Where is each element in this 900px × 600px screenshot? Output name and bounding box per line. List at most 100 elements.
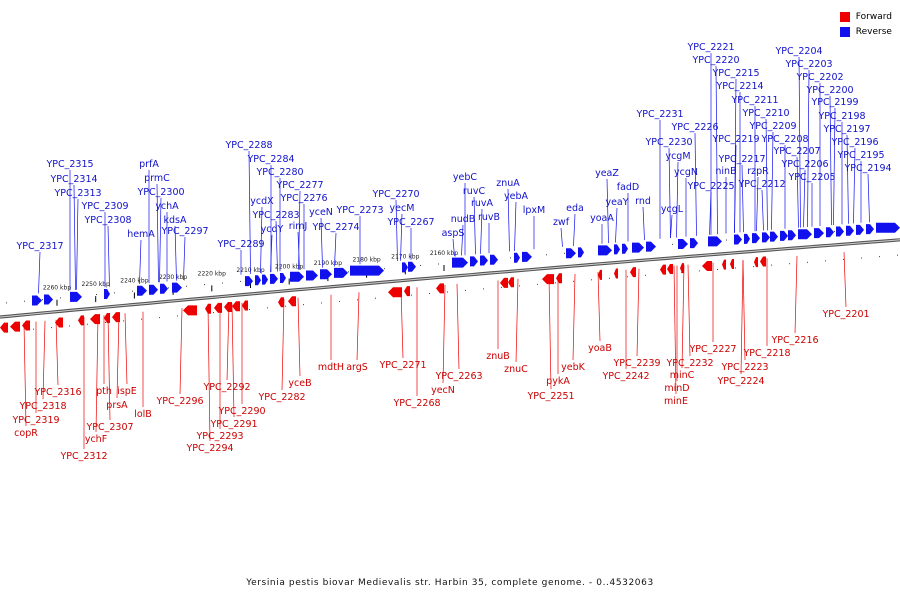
forward-leader-line xyxy=(179,308,183,395)
ruler-dot xyxy=(555,282,556,284)
ruler-dot xyxy=(627,276,628,278)
reverse-gene-label: prmC xyxy=(144,173,170,184)
reverse-gene-arrow xyxy=(334,267,348,278)
reverse-gene-arrow xyxy=(104,289,110,300)
scale-label: 2230 kbp xyxy=(159,274,187,281)
ruler-dot xyxy=(375,297,376,299)
reverse-gene-arrow xyxy=(452,257,468,268)
legend-reverse-swatch xyxy=(839,26,850,37)
reverse-leader-line xyxy=(756,176,759,232)
reverse-gene-arrow xyxy=(402,262,408,273)
ruler-dot xyxy=(519,285,520,287)
forward-gene-arrow xyxy=(104,313,110,324)
legend-forward: Forward xyxy=(839,9,892,24)
scale-label: 2260 kbp xyxy=(43,285,71,292)
scale-label: 2170 kbp xyxy=(391,253,419,260)
ruler-dot xyxy=(51,327,52,329)
forward-gene-arrow xyxy=(242,300,248,311)
legend-reverse-label: Reverse xyxy=(855,26,892,37)
ruler-dot xyxy=(564,252,565,254)
ruler-dot xyxy=(483,288,484,290)
forward-leader-line xyxy=(42,320,46,400)
forward-gene-arrow xyxy=(680,263,684,274)
forward-gene-label: YPC_2316 xyxy=(33,387,81,398)
reverse-leader-line xyxy=(38,251,41,294)
reverse-leader-line xyxy=(761,189,764,231)
reverse-gene-arrow xyxy=(522,251,532,262)
reverse-leader-lines xyxy=(38,53,870,294)
reverse-gene-label: YPC_2277 xyxy=(275,180,323,191)
reverse-gene-label: ychA xyxy=(155,201,179,212)
forward-gene-label: znuB xyxy=(486,351,510,362)
ruler-dot xyxy=(177,315,178,317)
reverse-gene-arrow xyxy=(614,244,620,255)
reverse-gene-label: YPC_2288 xyxy=(224,140,272,151)
forward-gene-arrow xyxy=(22,320,30,331)
reverse-leader-line xyxy=(298,190,301,270)
ruler-dot xyxy=(717,269,718,270)
ruler-dot xyxy=(159,317,160,319)
ruler-dot xyxy=(339,300,340,302)
forward-leader-line xyxy=(740,260,744,375)
ruler-dot xyxy=(771,264,772,266)
reverse-gene-label: YPC_2280 xyxy=(255,167,303,178)
forward-gene-arrow xyxy=(598,269,602,280)
forward-gene-label: ychF xyxy=(85,434,107,445)
forward-gene-label: prsA xyxy=(106,400,128,411)
ruler-dot xyxy=(537,283,538,285)
reverse-gene-label: ycgL xyxy=(661,204,684,215)
reverse-gene-arrow xyxy=(866,224,874,235)
reverse-leader-line xyxy=(668,147,671,239)
forward-leader-line xyxy=(515,278,519,363)
forward-gene-label: ispE xyxy=(117,386,137,397)
reverse-gene-label: ycdY xyxy=(261,224,284,235)
reverse-gene-arrow xyxy=(876,222,900,233)
reverse-gene-label: yeaZ xyxy=(595,168,619,179)
reverse-leader-line xyxy=(715,65,718,235)
forward-gene-label: yceB xyxy=(288,378,311,389)
reverse-gene-label: rnd xyxy=(635,196,651,207)
forward-gene-label: copR xyxy=(14,428,38,439)
reverse-gene-label: YPC_2215 xyxy=(711,68,759,79)
ruler-dot xyxy=(384,268,385,270)
ruler-dot xyxy=(834,230,835,232)
forward-leader-line xyxy=(95,315,99,433)
reverse-leader-line xyxy=(334,232,337,267)
ruler-dot xyxy=(285,305,286,307)
forward-gene-label: YPC_2293 xyxy=(195,431,243,442)
forward-gene-arrow xyxy=(722,259,726,270)
reverse-gene-arrow xyxy=(678,239,688,250)
reverse-gene-label: YPC_2283 xyxy=(251,210,299,221)
ruler-dot xyxy=(69,325,70,327)
reverse-gene-arrow xyxy=(306,270,318,281)
forward-leader-line xyxy=(572,273,576,361)
forward-gene-label: pth xyxy=(96,386,112,397)
forward-gene-label: YPC_2271 xyxy=(378,360,426,371)
reverse-gene-label: nudB xyxy=(451,214,476,225)
reverse-gene-arrow xyxy=(44,294,53,305)
forward-gene-arrow xyxy=(78,315,84,326)
ruler-dot xyxy=(429,293,430,294)
reverse-gene-label: YPC_2199 xyxy=(810,97,858,108)
reverse-gene-label: YPC_2221 xyxy=(686,42,734,53)
reverse-gene-label: YPC_2273 xyxy=(335,205,383,216)
ruler-dot xyxy=(114,292,115,294)
ruler-dot xyxy=(42,299,43,301)
ruler-dot xyxy=(249,308,250,310)
forward-gene-label: YPC_2296 xyxy=(155,396,203,407)
forward-leader-line xyxy=(843,252,847,308)
ruler-dot xyxy=(465,289,466,291)
reverse-leader-line xyxy=(615,207,618,243)
ruler-dot xyxy=(420,265,421,266)
forward-gene-label: YPC_2201 xyxy=(821,309,869,320)
reverse-leader-line xyxy=(260,206,263,274)
forward-gene-label: YPC_2282 xyxy=(257,392,305,403)
reverse-gene-label: YPC_2297 xyxy=(160,226,208,237)
reverse-gene-label: YPC_2313 xyxy=(53,188,101,199)
reverse-gene-label: YPC_2207 xyxy=(772,146,820,157)
legend: Forward Reverse xyxy=(839,9,892,39)
forward-gene-arrow xyxy=(667,264,673,275)
ruler-dot xyxy=(105,322,106,323)
forward-gene-label: yebK xyxy=(561,362,585,373)
reverse-gene-label: YPC_2317 xyxy=(15,241,63,252)
